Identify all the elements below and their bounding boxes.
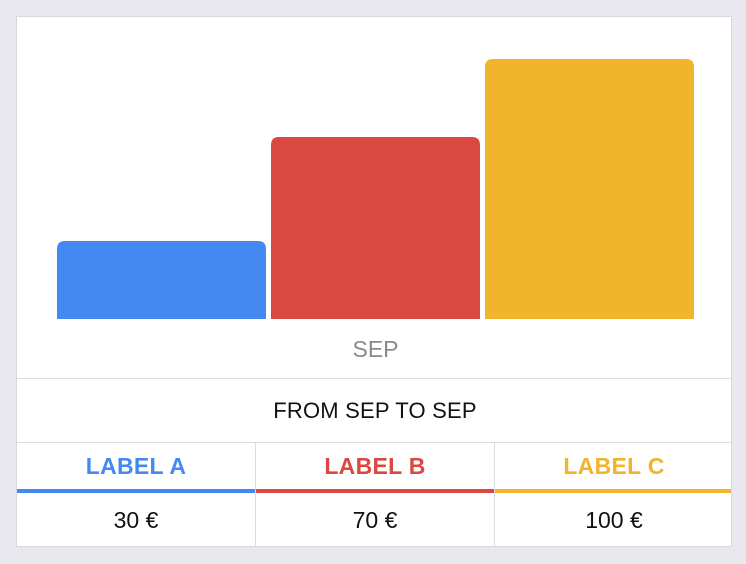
x-tick-label: SEP [352,336,398,362]
summary-column-b: LABEL B 70 € [256,443,495,546]
bar-label-c [485,59,694,319]
bar-chart-svg: SEP [57,59,694,362]
series-value-a: 30 € [113,506,159,533]
summary-column-a: LABEL A 30 € [17,443,256,546]
summary-column-c: LABEL C 100 € [495,443,731,546]
series-value-c: 100 € [585,506,643,533]
bar-label-b [271,137,480,319]
divider [17,378,731,379]
date-range-label: FROM SEP TO SEP [273,397,477,423]
series-color-bar-a [17,489,255,493]
series-label-c: LABEL C [563,452,665,479]
series-color-bar-b [256,489,494,493]
bar-label-a [57,241,266,319]
bar-chart: SEP [17,17,731,378]
divider [17,442,731,443]
series-color-bar-c [495,489,731,493]
series-label-a: LABEL A [85,452,187,479]
series-value-b: 70 € [352,506,398,533]
series-label-b: LABEL B [324,452,426,479]
summary-table: LABEL A 30 € LABEL B 70 € LABEL C 100 € [17,443,731,546]
chart-card: SEP FROM SEP TO SEP LABEL A 30 € LABEL B… [16,16,732,547]
